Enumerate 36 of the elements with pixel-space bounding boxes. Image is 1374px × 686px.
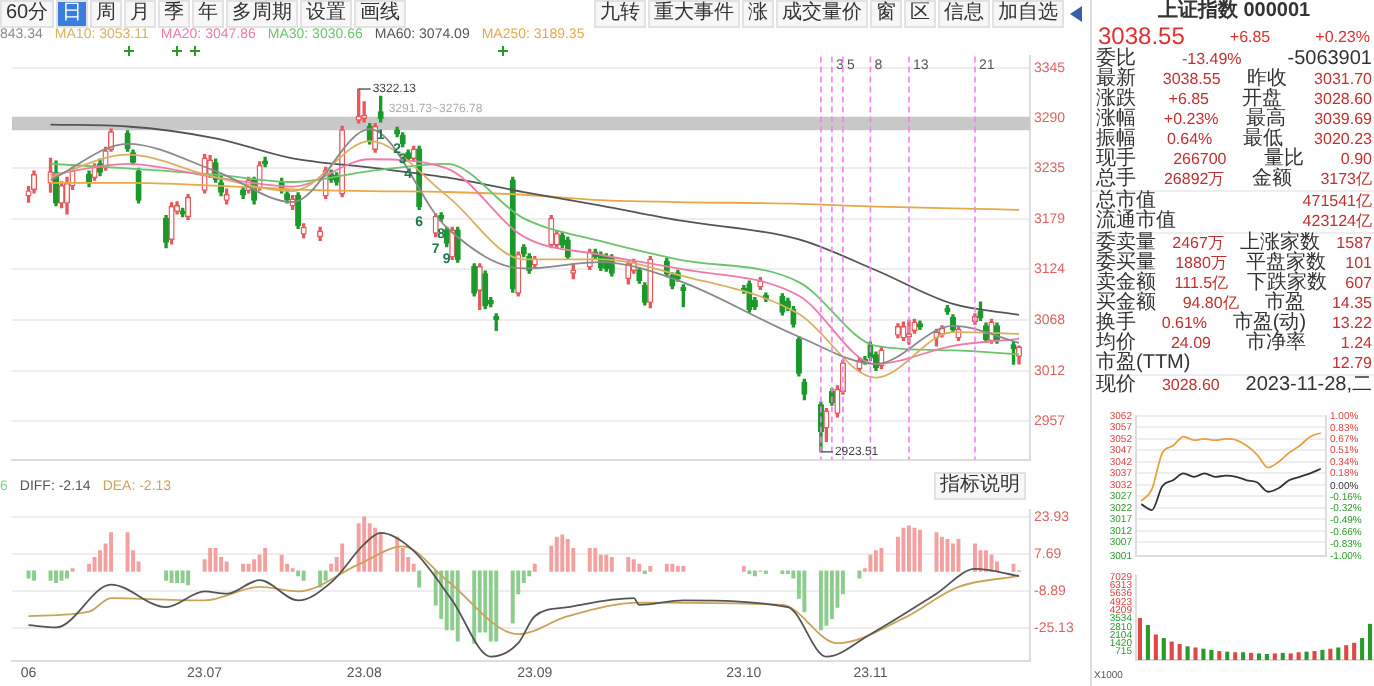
text: 涨 [742,0,774,27]
text: 区 [904,0,936,27]
text: 买金额 94.80亿 市盈 14.35 [1096,292,1372,314]
text: 换手 0.61% 市盈(动) 13.22 [1096,312,1372,334]
text: 市盈(TTM) 12.79 [1096,352,1372,374]
text: 总手 26892万 金额 3173亿 [1096,168,1372,190]
text: 年 [192,0,225,27]
text: 日 [56,0,89,27]
text: 流通市值 423124亿 [1096,210,1372,232]
text: 均价 24.09 市净率 1.24 [1096,332,1372,354]
text: 多周期 [226,0,299,27]
text: 委卖量 2467万 上涨家数 1587 [1096,232,1372,254]
text: 现价 3028.60 2023-11-28,二 [1096,374,1372,396]
text: 九转 [594,0,646,27]
text: 卖金额 111.5亿 下跌家数 607 [1096,272,1372,294]
text: 现手 266700 量比 0.90 [1096,148,1372,170]
text: 设置 [300,0,353,27]
text: 画线 [354,0,407,27]
text: 60分 [0,0,55,27]
text: 信息 [938,0,990,27]
text: 周 [90,0,123,27]
text: 季 [158,0,191,27]
text: 重大事件 [648,0,740,27]
text: 振幅 0.64% 最低 3020.23 [1096,128,1372,150]
text: 加自选 [992,0,1064,27]
text: 成交量价 [776,0,868,27]
text: 涨跌 +6.85 开盘 3028.60 [1096,88,1372,110]
text: 指标说明 [934,472,1026,500]
text: 月 [124,0,157,27]
text: 窗 [870,0,902,27]
text: 总市值 471541亿 [1096,190,1372,212]
text: 涨幅 +0.23% 最高 3039.69 [1096,108,1372,130]
text: 3038.55 +6.85 +0.23% [1098,22,1370,50]
text: 委买量 1880万 平盘家数 101 [1096,252,1372,274]
text: 委比 -13.49% -5063901 [1096,48,1372,70]
text: 最新 3038.55 昨收 3031.70 [1096,68,1372,90]
